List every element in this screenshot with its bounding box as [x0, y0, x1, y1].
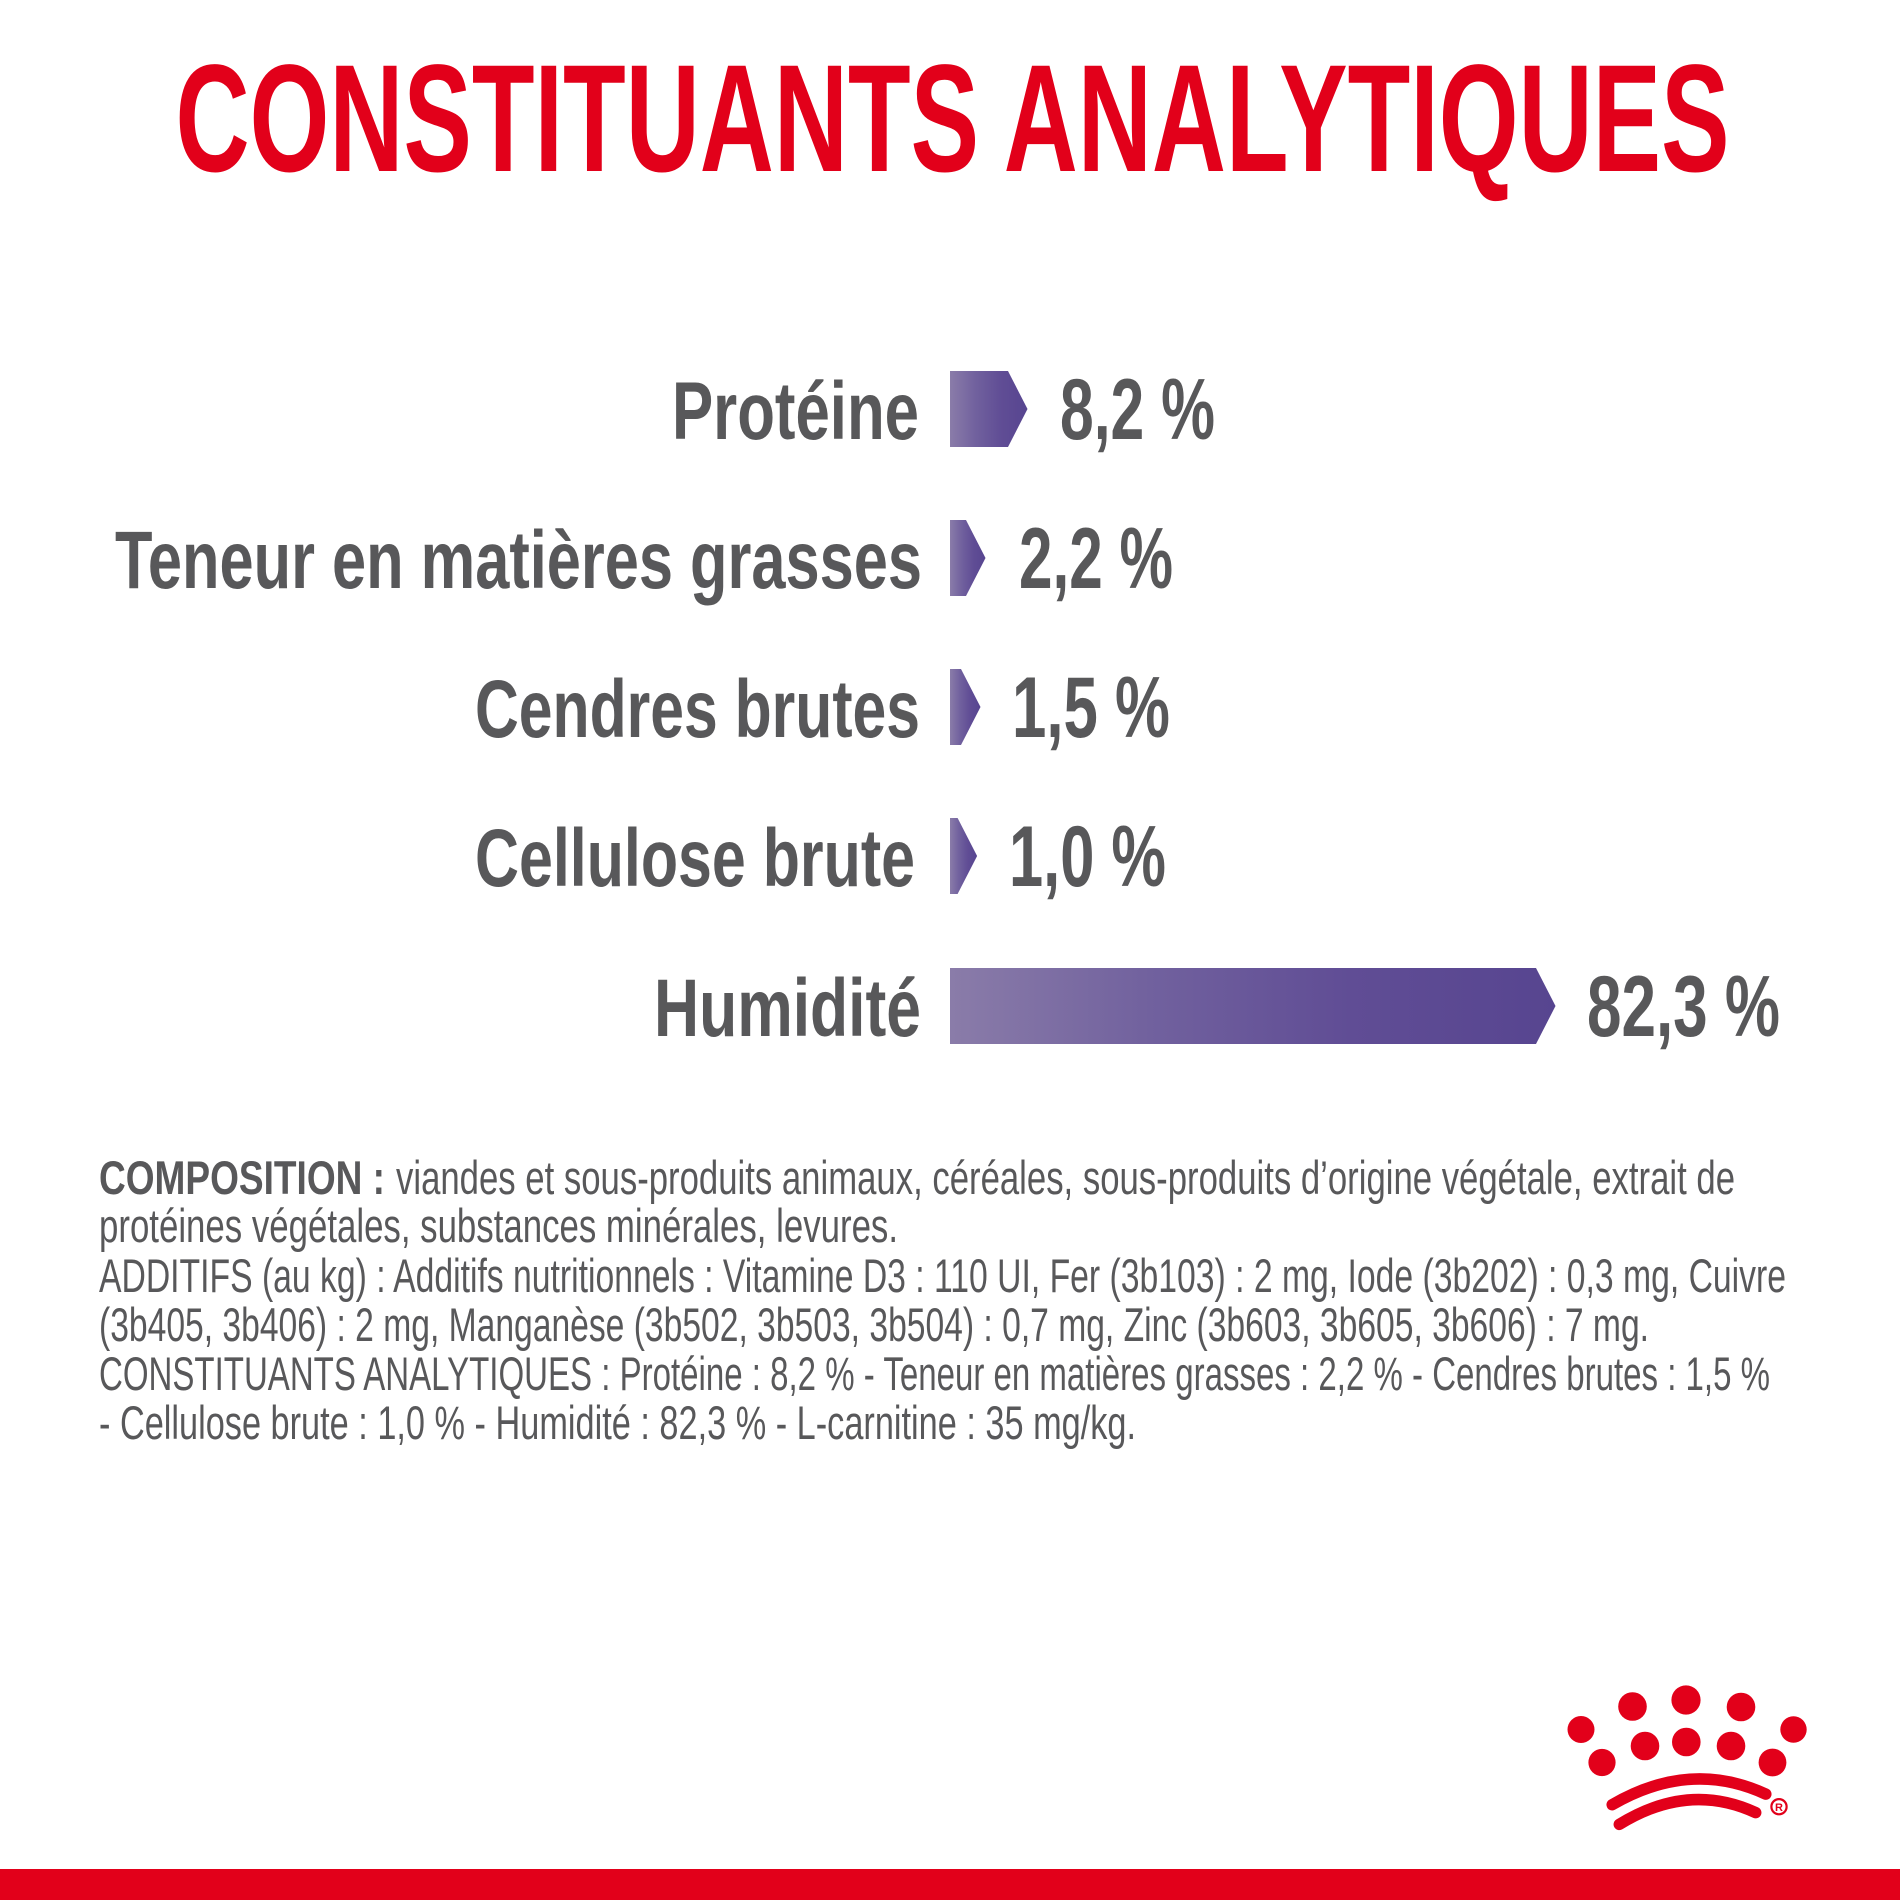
- svg-text:1,5 %: 1,5 %: [1012, 660, 1170, 756]
- svg-text:8,2 %: 8,2 %: [1060, 362, 1215, 458]
- svg-text:CONSTITUANTS ANALYTIQUES : Pro: CONSTITUANTS ANALYTIQUES : Protéine : 8,…: [99, 1347, 1770, 1400]
- svg-text:82,3 %: 82,3 %: [1587, 959, 1780, 1055]
- svg-text:ADDITIFS (au kg) : Additifs nu: ADDITIFS (au kg) : Additifs nutritionnel…: [99, 1249, 1786, 1302]
- svg-text:Protéine: Protéine: [672, 366, 919, 457]
- svg-text:Cellulose brute: Cellulose brute: [475, 813, 915, 904]
- svg-text:viandes et sous-produits anima: viandes et sous-produits animaux, céréal…: [396, 1151, 1735, 1204]
- svg-text:2,2 %: 2,2 %: [1019, 511, 1173, 607]
- svg-text:Teneur en matières grasses: Teneur en matières grasses: [115, 515, 922, 606]
- svg-text:Cendres brutes: Cendres brutes: [475, 664, 920, 755]
- svg-text:R: R: [1775, 1802, 1783, 1814]
- svg-text:protéines végétales, substance: protéines végétales, substances minérale…: [99, 1199, 898, 1252]
- svg-text:(3b405, 3b406) : 2 mg, Manganè: (3b405, 3b406) : 2 mg, Manganèse (3b502,…: [99, 1298, 1649, 1351]
- svg-text:COMPOSITION :: COMPOSITION :: [99, 1151, 385, 1204]
- svg-text:1,0 %: 1,0 %: [1009, 809, 1166, 905]
- svg-text:Humidité: Humidité: [654, 963, 921, 1054]
- svg-text:- Cellulose brute : 1,0 % - Hu: - Cellulose brute : 1,0 % - Humidité : 8…: [99, 1396, 1136, 1449]
- svg-text:CONSTITUANTS ANALYTIQUES: CONSTITUANTS ANALYTIQUES: [176, 33, 1730, 204]
